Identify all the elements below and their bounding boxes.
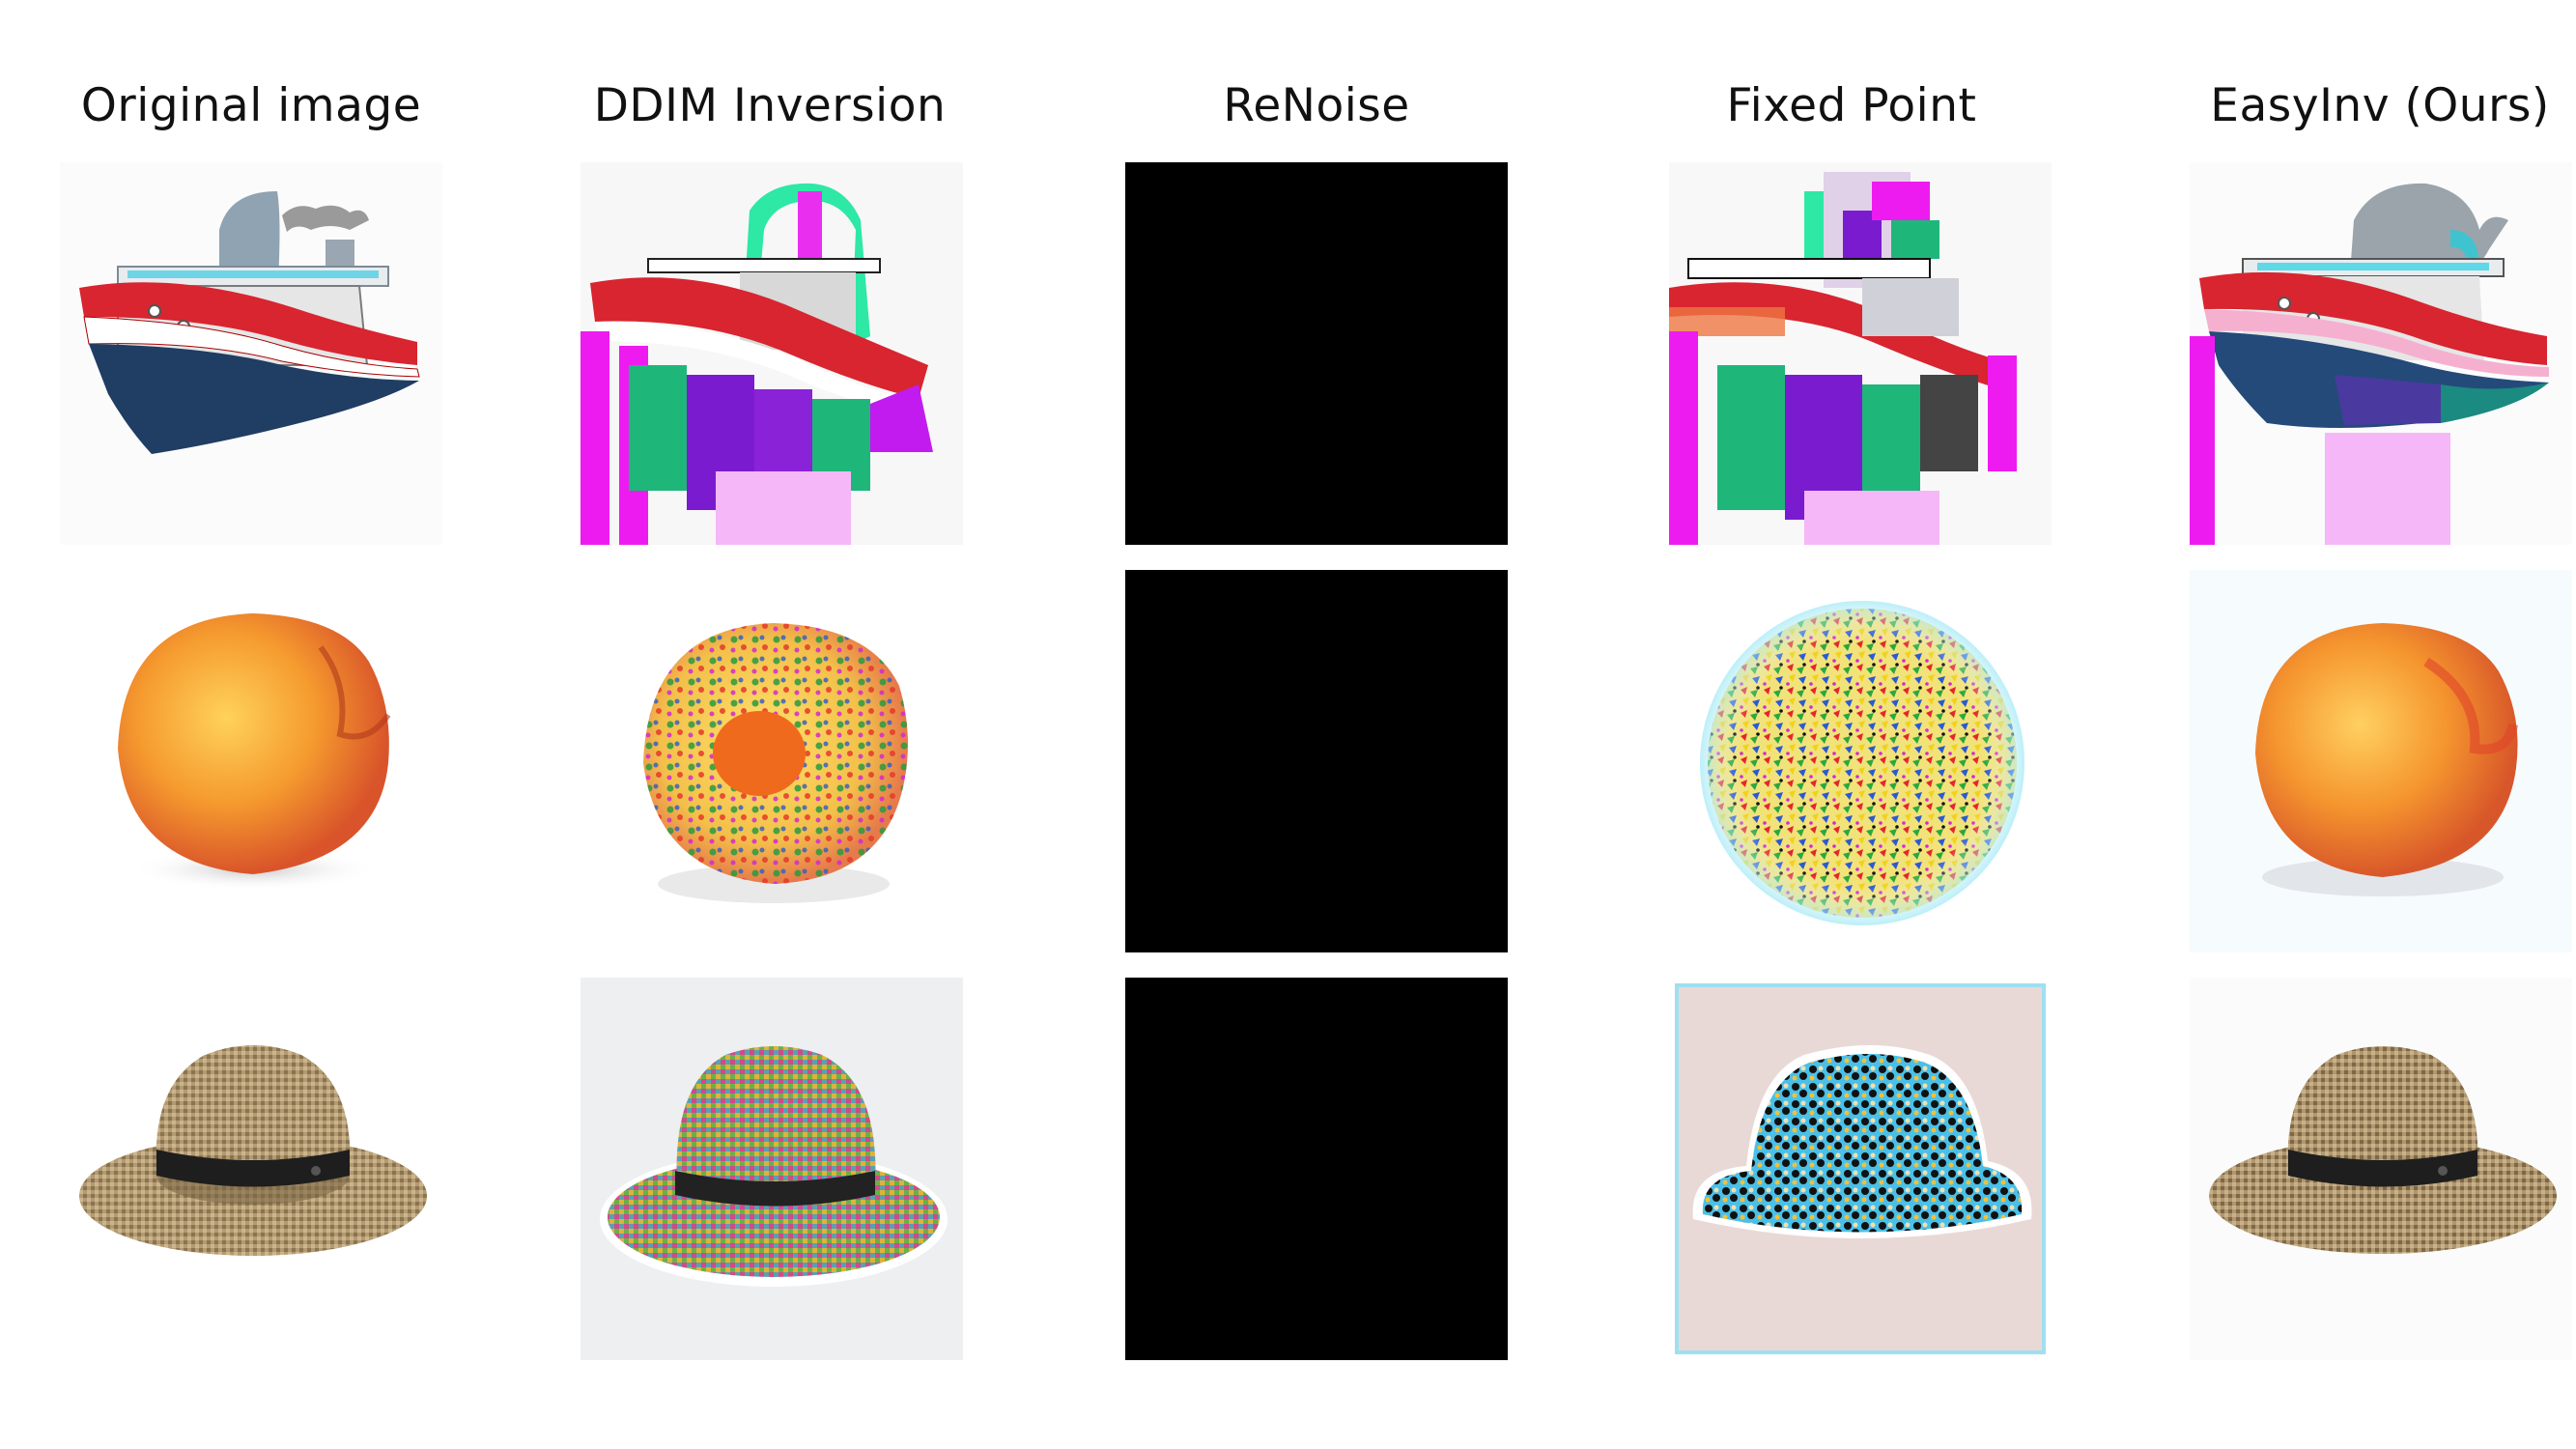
header-renoise: ReNoise — [1223, 79, 1410, 132]
ddim-peach-image — [580, 570, 963, 952]
header-ddim-inversion: DDIM Inversion — [593, 79, 947, 132]
fixedpoint-hat-image — [1669, 978, 2052, 1360]
easyinv-ship-image — [2190, 162, 2572, 545]
header-easyinv: EasyInv (Ours) — [2210, 79, 2550, 132]
original-peach-image — [60, 570, 442, 952]
header-original-image: Original image — [80, 79, 422, 132]
renoise-peach-image — [1125, 570, 1508, 952]
original-hat-image — [60, 978, 442, 1360]
ddim-ship-image — [580, 162, 963, 545]
fixedpoint-ship-image — [1669, 162, 2052, 545]
renoise-ship-image — [1125, 162, 1508, 545]
easyinv-peach-image — [2190, 570, 2572, 952]
easyinv-hat-image — [2190, 978, 2572, 1360]
original-ship-image — [60, 162, 442, 545]
ddim-hat-image — [580, 978, 963, 1360]
header-fixed-point: Fixed Point — [1726, 79, 1977, 132]
fixedpoint-peach-image — [1669, 570, 2052, 952]
renoise-hat-image — [1125, 978, 1508, 1360]
